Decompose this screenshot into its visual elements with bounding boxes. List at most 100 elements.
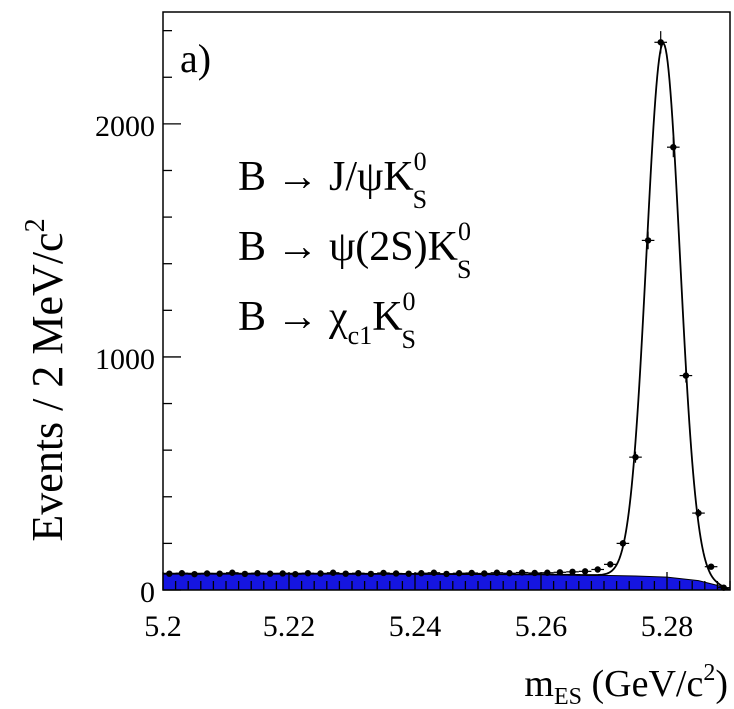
data-point — [415, 570, 428, 577]
point-marker — [657, 39, 664, 46]
data-point — [389, 570, 403, 577]
point-marker — [632, 453, 639, 461]
data-point — [541, 569, 554, 576]
x-axis-title-main: m — [524, 663, 554, 705]
point-marker — [292, 570, 299, 578]
x-axis-title-unit-sup: 2 — [703, 660, 715, 686]
point-marker — [506, 570, 513, 577]
x-tick-label: 5.26 — [515, 610, 568, 643]
data-point — [402, 570, 415, 577]
point-marker — [468, 569, 475, 577]
point-marker — [380, 569, 387, 577]
x-tick-label: 5.22 — [263, 610, 316, 643]
point-marker — [229, 569, 236, 576]
data-point — [339, 570, 352, 577]
process-1: B → J/ψK0 S — [238, 147, 427, 214]
y-axis-title-main: Events / 2 MeV/c — [23, 232, 72, 541]
data-point — [503, 570, 516, 577]
point-marker — [695, 509, 702, 517]
data-point — [364, 570, 378, 578]
data-point — [553, 569, 567, 576]
data-point — [188, 570, 201, 578]
point-marker — [367, 570, 375, 578]
data-point — [200, 570, 214, 577]
data-point — [452, 570, 466, 577]
point-marker — [531, 569, 538, 577]
point-marker — [581, 568, 589, 575]
data-point — [528, 569, 541, 577]
point-marker — [266, 570, 274, 577]
point-marker — [405, 570, 412, 577]
plot-frame — [162, 11, 731, 591]
data-point — [654, 31, 667, 54]
data-point — [251, 570, 264, 577]
point-marker — [254, 570, 261, 577]
data-point — [679, 368, 693, 383]
point-marker — [569, 568, 576, 576]
axis-ticks — [162, 29, 731, 591]
point-marker — [644, 237, 652, 244]
data-point — [213, 570, 226, 577]
point-marker — [355, 570, 362, 577]
data-point — [641, 231, 655, 250]
point-marker — [418, 570, 425, 577]
point-marker — [481, 570, 488, 577]
point-marker — [682, 372, 690, 379]
point-marker — [241, 570, 249, 578]
data-point — [604, 561, 617, 568]
point-marker — [607, 561, 614, 568]
data-point — [289, 570, 302, 578]
data-point — [301, 570, 315, 577]
point-marker — [670, 143, 677, 151]
process-3-rhs: K — [372, 294, 402, 340]
point-marker — [191, 570, 198, 578]
data-point — [238, 570, 252, 578]
data-point — [163, 570, 176, 577]
process-3-midsub: c1 — [348, 321, 373, 350]
x-axis-title: mES (GeV/c2) — [524, 660, 728, 709]
point-marker — [443, 570, 450, 578]
data-point — [276, 570, 289, 577]
point-marker — [430, 569, 438, 576]
point-marker — [392, 570, 400, 577]
process-1-sup: 0 — [414, 147, 427, 176]
point-marker — [342, 570, 349, 577]
data-point — [704, 563, 718, 570]
point-marker — [304, 570, 312, 577]
data-points — [163, 31, 730, 591]
point-marker — [216, 570, 223, 577]
data-point — [377, 569, 390, 577]
point-marker — [166, 570, 173, 577]
point-marker — [317, 570, 324, 577]
point-marker — [279, 570, 286, 577]
data-point — [566, 568, 579, 576]
point-marker — [544, 569, 551, 576]
data-point — [427, 569, 441, 576]
y-tick-label: 1000 — [95, 343, 155, 376]
data-point — [352, 570, 365, 577]
data-point — [226, 569, 239, 576]
tick-labels: 5.2 5.22 5.24 5.26 5.28 0 1000 2000 — [95, 110, 693, 643]
process-3: B → χc1K0 S — [238, 287, 416, 354]
point-marker — [455, 570, 463, 577]
data-point — [440, 570, 453, 578]
data-point — [175, 570, 189, 577]
process-3-sup: 0 — [403, 287, 416, 316]
x-axis-title-unit: (GeV/c — [582, 663, 703, 705]
point-marker — [556, 569, 564, 576]
process-3-sub: S — [402, 325, 416, 354]
data-point — [465, 569, 478, 577]
panel-label: a) — [180, 36, 211, 81]
point-marker — [518, 569, 526, 576]
point-marker — [594, 566, 601, 573]
x-tick-label: 5.2 — [144, 610, 182, 643]
data-point — [515, 569, 529, 576]
y-axis-title-sup: 2 — [20, 218, 51, 232]
data-point — [667, 137, 680, 158]
x-tick-label: 5.24 — [389, 610, 442, 643]
data-point — [591, 566, 604, 573]
process-2-sup: 0 — [458, 217, 471, 246]
y-axis-title: Events / 2 MeV/c2 — [20, 218, 72, 541]
process-1-sub: S — [413, 185, 427, 214]
